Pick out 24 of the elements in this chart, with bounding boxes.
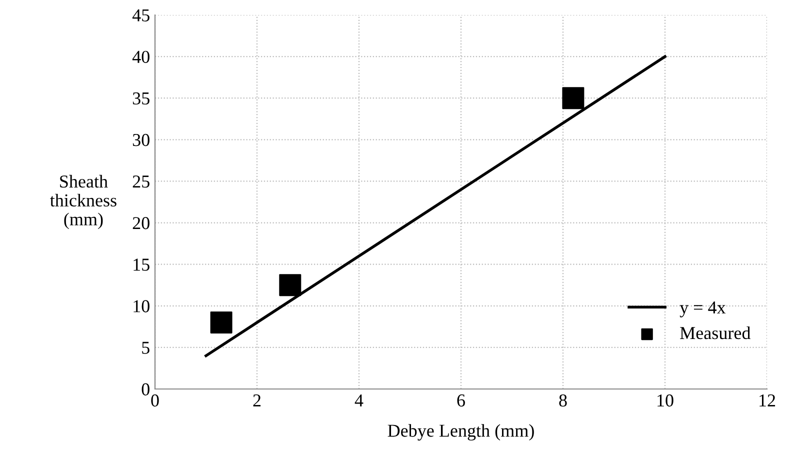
x-tick-label: 0 [151, 394, 159, 407]
point [279, 274, 302, 296]
x-tick-label: 6 [457, 394, 465, 407]
legend-label: y = 4x [680, 302, 726, 318]
point [210, 312, 232, 334]
y-tick-label: 25 [132, 176, 150, 188]
y-tick-label: 15 [134, 258, 150, 271]
x-tick-label: 12 [760, 394, 776, 406]
point [562, 87, 584, 110]
y-tick-label: 5 [142, 342, 150, 354]
x-tick-label: 2 [253, 394, 261, 406]
x-tick-label: 4 [354, 394, 364, 406]
y-tick-label: 45 [132, 9, 150, 22]
x-tick-label: 10 [658, 394, 674, 407]
y-tick-label: 35 [132, 92, 150, 105]
y-tick-label: 30 [132, 134, 150, 146]
x-axis-title: Debye Length (mm) [388, 424, 534, 441]
y-tick-label: 40 [132, 50, 150, 63]
y-tick-label: 10 [134, 300, 150, 312]
y-tick-label: 0 [142, 383, 150, 396]
x-tick-label: 8 [559, 394, 567, 407]
y-tick-label: 20 [132, 217, 150, 230]
legend-label: Measured [680, 326, 751, 340]
y-axis-title: Sheath thickness (mm) [50, 174, 116, 230]
